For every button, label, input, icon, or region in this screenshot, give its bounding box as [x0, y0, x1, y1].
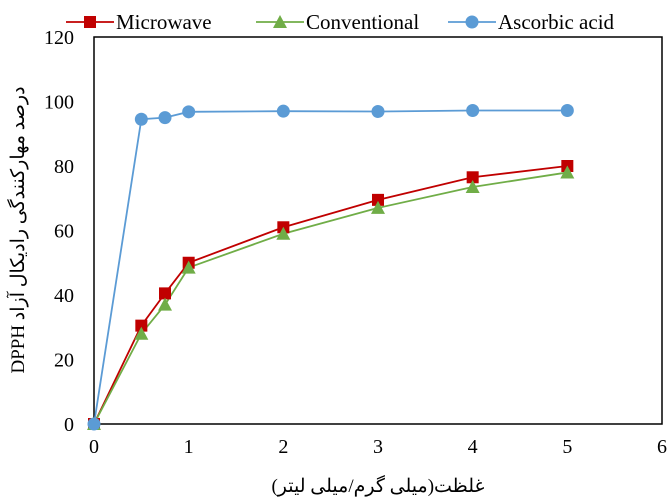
- x-tick-label: 6: [657, 436, 667, 458]
- x-tick-label: 3: [373, 436, 383, 458]
- legend-conventional-marker: [273, 15, 287, 28]
- plot-area-frame: [93, 36, 663, 425]
- legend-microwave-marker: [84, 16, 96, 28]
- conventional-point: [181, 260, 196, 274]
- x-tick-label: 4: [468, 436, 478, 458]
- conventional-point: [276, 226, 291, 240]
- ascorbic-acid-point: [158, 111, 172, 125]
- x-tick-label: 0: [89, 436, 99, 458]
- microwave-point: [372, 193, 384, 206]
- legend-ascorbic-acid-label: Ascorbic acid: [498, 10, 615, 34]
- y-tick-label: 40: [54, 285, 74, 307]
- conventional-point: [371, 200, 385, 214]
- ascorbic-acid-point: [134, 112, 148, 126]
- ascorbic-acid-point: [371, 104, 385, 118]
- legend-microwave-label: Microwave: [116, 10, 212, 34]
- microwave-point: [466, 171, 479, 184]
- conventional-point: [465, 179, 480, 193]
- x-tick-label: 5: [562, 436, 572, 458]
- y-tick-label: 60: [54, 221, 74, 243]
- y-axis-title: درصد مهارکنندگی رادیکال آزاد DPPH: [6, 86, 29, 373]
- ascorbic-acid-point: [87, 417, 101, 431]
- x-tick-label: 2: [278, 436, 288, 458]
- x-tick-label: 1: [184, 436, 194, 458]
- y-tick-label: 0: [64, 414, 74, 436]
- conventional-point: [134, 326, 149, 340]
- y-tick-label: 100: [44, 92, 74, 114]
- ascorbic-acid-point: [276, 104, 290, 118]
- y-tick-label: 80: [54, 156, 74, 178]
- series-markers: [87, 104, 575, 431]
- series-lines: [93, 109, 568, 425]
- legend-ascorbic-acid-marker: [465, 15, 479, 29]
- ascorbic-acid-point: [182, 105, 196, 119]
- legend-conventional-label: Conventional: [306, 10, 419, 34]
- x-axis-title: غلظت(میلی گرم/میلی لیتر): [271, 474, 484, 497]
- legend: Microwave Conventional Ascorbic acid: [66, 10, 615, 34]
- ascorbic-acid-point: [466, 104, 480, 118]
- conventional-point: [560, 165, 575, 179]
- ascorbic-acid-point: [560, 104, 574, 118]
- conventional-point: [158, 297, 172, 311]
- y-tick-label: 120: [44, 27, 74, 49]
- ascorbic-acid-line: [93, 109, 568, 425]
- microwave-point: [135, 319, 148, 332]
- y-tick-label: 20: [54, 350, 74, 372]
- microwave-point: [159, 287, 171, 300]
